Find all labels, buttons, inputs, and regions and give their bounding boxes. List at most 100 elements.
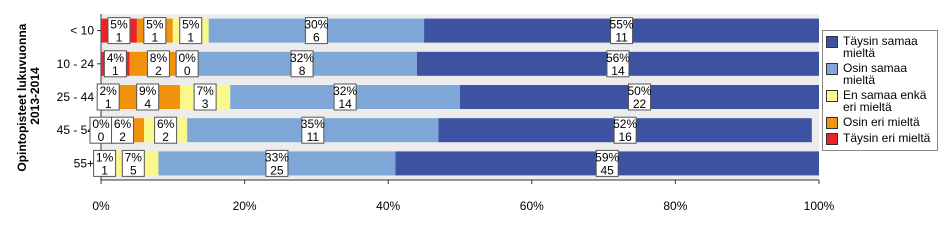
data-label-box — [103, 50, 127, 78]
legend-swatch — [826, 133, 838, 145]
data-label: 30%6 — [304, 17, 329, 45]
legend-swatch — [826, 36, 838, 48]
data-label: 7%3 — [193, 83, 217, 111]
data-label-count: 0 — [98, 130, 105, 144]
data-label-count: 8 — [299, 64, 306, 78]
data-label-box — [628, 83, 651, 111]
data-label-percent: 59% — [595, 150, 619, 164]
data-label-count: 14 — [338, 97, 352, 111]
data-label-percent: 5% — [146, 18, 164, 32]
data-label-box — [193, 83, 217, 111]
data-label: 5%1 — [107, 17, 131, 45]
data-label-count: 4 — [144, 97, 151, 111]
data-label-count: 11 — [307, 130, 320, 144]
data-label-box — [154, 116, 178, 144]
data-label-box — [93, 149, 117, 177]
data-label: 2%1 — [96, 83, 120, 111]
data-label-box — [143, 17, 167, 45]
legend-label: Täysin samaa mieltä — [843, 34, 918, 60]
data-label-box — [175, 50, 199, 78]
y-tick-label: 10 - 24 — [57, 57, 95, 71]
legend-item: Osin eri mieltä — [826, 116, 934, 129]
chart: Opintopisteet lukuvuonna 2013-2014 0% 20%… — [15, 14, 835, 213]
data-label: 56%14 — [606, 50, 630, 78]
x-tick-label: 0% — [92, 199, 110, 213]
legend-swatch — [826, 63, 838, 75]
data-label-count: 3 — [202, 97, 209, 111]
legend: Täysin samaa mieltä Osin samaa mieltä En s… — [822, 30, 938, 151]
data-label-percent: 6% — [114, 117, 132, 131]
y-tick-label: 45 - 54 — [57, 123, 95, 137]
data-label-count: 11 — [615, 31, 628, 45]
data-label: 55%11 — [610, 17, 634, 45]
data-label: 32%8 — [290, 50, 314, 78]
data-label-box — [136, 83, 160, 111]
data-label-percent: 35% — [301, 117, 325, 131]
data-label: 32%14 — [333, 83, 357, 111]
y-axis-title-line: 2013-2014 — [28, 67, 42, 125]
data-label-percent: 5% — [110, 18, 128, 32]
data-label-percent: 50% — [627, 84, 651, 98]
data-label-count: 2 — [162, 130, 169, 144]
data-label: 59%45 — [595, 149, 620, 177]
data-label: 0%0 — [175, 50, 199, 78]
data-label-box — [301, 116, 325, 144]
x-tick-label: 40% — [376, 199, 400, 213]
data-label-count: 25 — [270, 163, 284, 177]
data-label: 52%16 — [613, 116, 637, 144]
data-label-count: 1 — [152, 31, 159, 45]
data-label: 1%1 — [93, 149, 117, 177]
data-label-count: 2 — [119, 130, 126, 144]
data-label-percent: 33% — [265, 150, 289, 164]
data-label-percent: 1% — [96, 150, 114, 164]
page: Opintopisteet lukuvuonna 2013-2014 0% 20%… — [15, 14, 938, 213]
data-label: 33%25 — [265, 149, 289, 177]
legend-item: En samaa enkä eri mieltä — [826, 89, 934, 113]
data-label-count: 45 — [601, 163, 615, 177]
data-label: 0%0 — [89, 116, 113, 144]
data-label-percent: 6% — [157, 117, 175, 131]
data-label-percent: 8% — [150, 51, 168, 65]
legend-label: Täysin eri mieltä — [843, 131, 931, 145]
legend-item: Täysin eri mieltä — [826, 132, 934, 145]
data-label-percent: 0% — [178, 51, 196, 65]
data-label-box — [265, 149, 289, 177]
x-tick-label: 20% — [233, 199, 257, 213]
data-label: 9%4 — [136, 83, 160, 111]
data-label-percent: 55% — [610, 18, 634, 32]
x-tick-label: 60% — [520, 199, 544, 213]
data-label-box — [304, 17, 328, 45]
data-label-box — [179, 17, 203, 45]
legend-swatch — [826, 117, 838, 129]
data-label-percent: 5% — [182, 18, 200, 32]
data-label-box — [606, 50, 630, 78]
x-tick-label: 80% — [663, 199, 687, 213]
data-label-box — [613, 116, 637, 144]
legend-label: En samaa enkä eri mieltä — [843, 88, 927, 114]
data-label-percent: 9% — [139, 84, 157, 98]
data-label-box — [595, 149, 619, 177]
data-label-count: 16 — [618, 130, 632, 144]
legend-label: Osin eri mieltä — [843, 115, 920, 129]
data-label-count: 1 — [101, 163, 108, 177]
data-label-box — [610, 17, 634, 45]
y-tick-label: 25 - 44 — [57, 90, 95, 104]
data-label-count: 1 — [187, 31, 194, 45]
data-label-percent: 32% — [333, 84, 357, 98]
data-label-box — [333, 83, 357, 111]
data-label: 4%1 — [103, 50, 127, 78]
x-tick-label: 100% — [804, 199, 835, 213]
data-label: 7%5 — [121, 149, 145, 177]
legend-item: Osin samaa mieltä — [826, 62, 934, 86]
data-label-box — [290, 50, 314, 78]
data-label-box — [111, 116, 135, 144]
data-label-percent: 0% — [92, 117, 110, 131]
y-tick-label: 55+ — [74, 156, 94, 170]
data-label-percent: 56% — [606, 51, 630, 65]
data-label: 5%1 — [179, 17, 203, 45]
data-label-count: 5 — [130, 163, 137, 177]
y-tick-label: < 10 — [70, 24, 94, 38]
data-label-count: 1 — [116, 31, 123, 45]
data-label-count: 22 — [633, 97, 647, 111]
data-label: 8%2 — [146, 50, 170, 78]
